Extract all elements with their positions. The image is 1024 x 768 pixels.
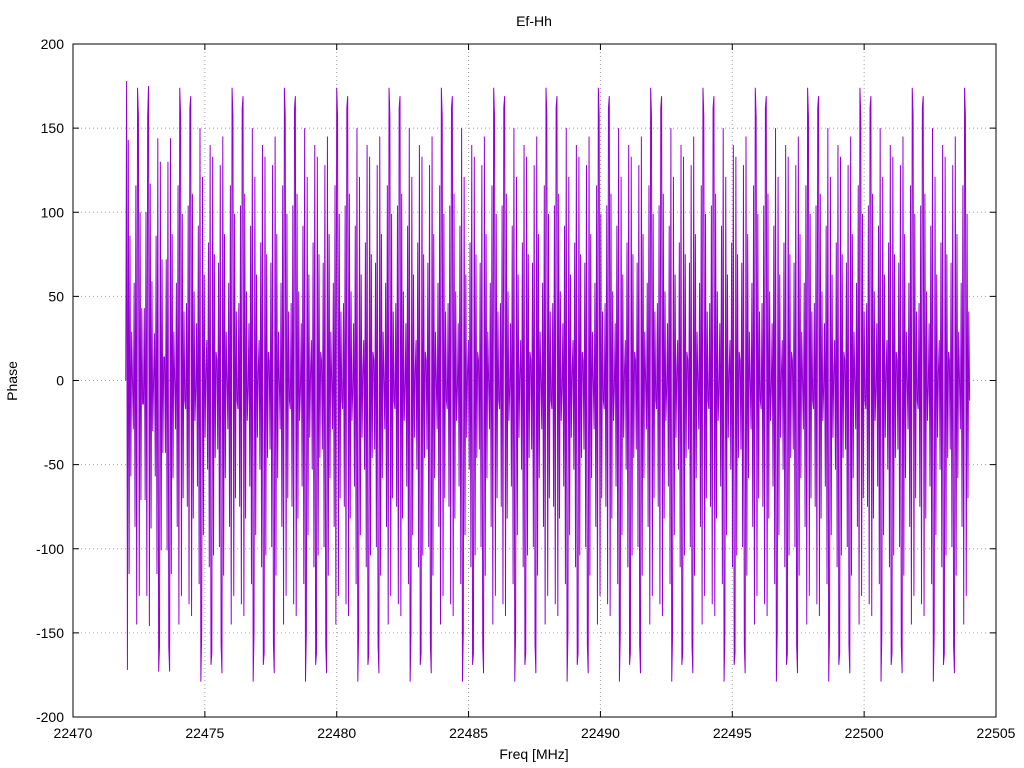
y-tick-label: 150 — [41, 120, 65, 136]
series-layer — [125, 81, 971, 682]
y-tick-label: 100 — [41, 204, 65, 220]
x-tick-label: 22505 — [977, 725, 1016, 741]
y-tick-label: 50 — [48, 288, 64, 304]
ticks: 22470 22475 22480 22485 22490 22495 22500 22505… — [36, 36, 1016, 741]
y-tick-label: -100 — [36, 541, 64, 557]
y-tick-label: 200 — [41, 36, 65, 52]
x-axis-label: Freq [MHz] — [499, 746, 568, 762]
y-tick-label: 0 — [56, 373, 64, 389]
chart-title: Ef-Hh — [516, 13, 552, 29]
x-tick-label: 22500 — [845, 725, 884, 741]
x-tick-label: 22480 — [317, 725, 356, 741]
y-tick-label: -50 — [44, 457, 64, 473]
x-tick-label: 22475 — [185, 725, 224, 741]
y-axis-label: Phase — [4, 361, 20, 401]
x-tick-label: 22490 — [581, 725, 620, 741]
x-tick-label: 22470 — [54, 725, 93, 741]
y-tick-label: -150 — [36, 625, 64, 641]
x-tick-label: 22485 — [449, 725, 488, 741]
x-tick-label: 22495 — [713, 725, 752, 741]
y-tick-label: -200 — [36, 709, 64, 725]
series-line-0 — [125, 81, 971, 682]
